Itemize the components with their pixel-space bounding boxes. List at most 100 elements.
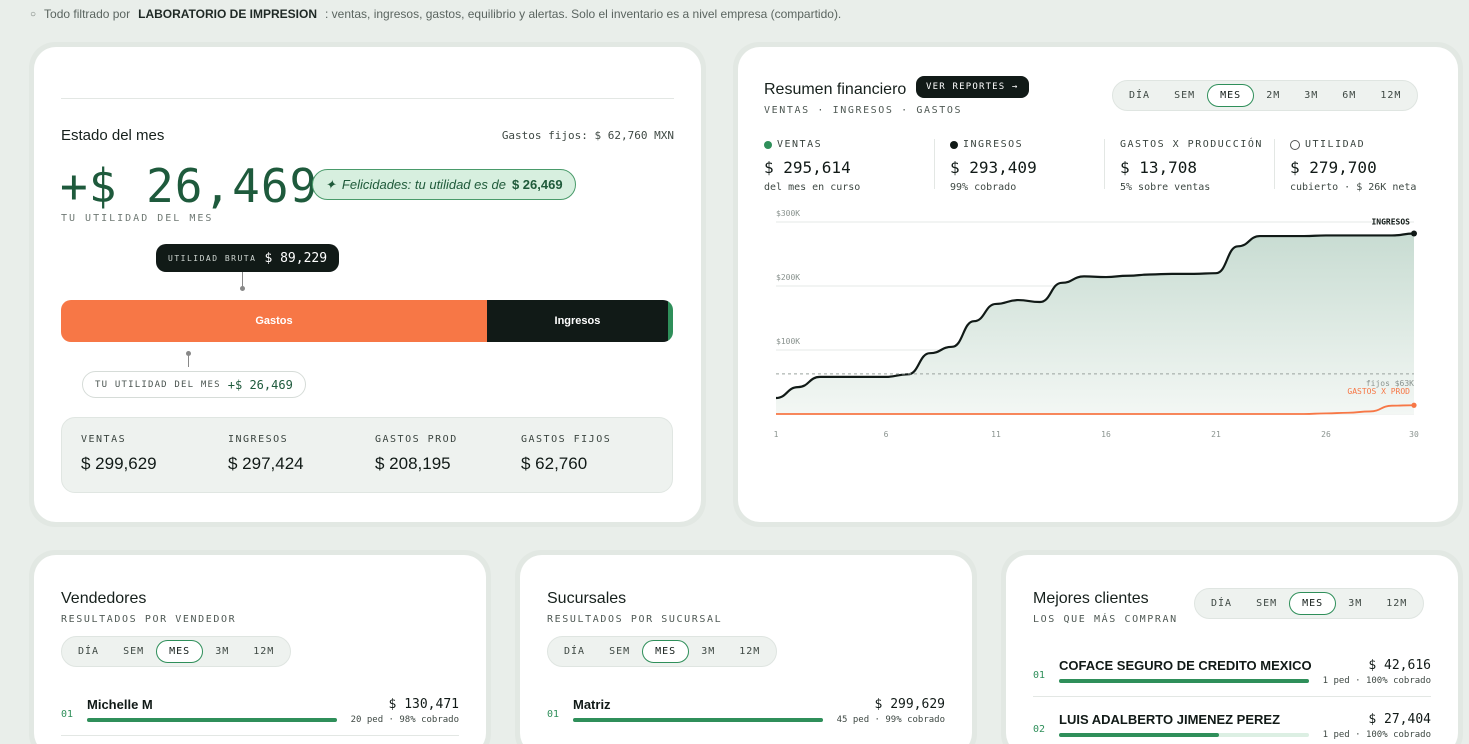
- kpi-sub: cubierto · $ 26K neta: [1290, 182, 1417, 193]
- divider: [61, 98, 674, 99]
- period-option-sem[interactable]: SEM: [123, 646, 145, 657]
- list-item[interactable]: 02 LUIS ADALBERTO JIMENEZ PEREZ $ 27,404…: [1033, 712, 1431, 742]
- period-option-día[interactable]: DÍA: [1211, 598, 1233, 609]
- period-selector: DÍA SEM MES 3M 12M: [547, 636, 778, 667]
- row-rank: 01: [547, 709, 560, 720]
- stat-label: GASTOS FIJOS: [521, 434, 612, 445]
- kpi-sub: del mes en curso: [764, 182, 861, 193]
- stat-label: GASTOS PROD: [375, 434, 458, 445]
- dark-dot-icon: [950, 140, 958, 149]
- period-option-12m[interactable]: 12M: [739, 646, 761, 657]
- estado-title: Estado del mes: [61, 127, 165, 144]
- kpi-ventas: VENTAS $ 295,614 del mes en curso: [764, 139, 860, 193]
- clientes-title: Mejores clientes: [1033, 590, 1149, 607]
- marker-pin: [240, 272, 245, 291]
- sucursales-card-frame: Sucursales RESULTADOS POR SUCURSAL DÍA SE…: [515, 550, 977, 744]
- period-option-12m[interactable]: 12M: [1380, 90, 1402, 101]
- period-selector: DÍA SEM MES 2M 3M 6M 12M: [1112, 80, 1419, 111]
- period-option-mes[interactable]: MES: [642, 640, 690, 663]
- stat-value: $ 62,760: [521, 454, 588, 473]
- vendedores-subtitle: RESULTADOS POR VENDEDOR: [61, 614, 237, 625]
- period-option-3m[interactable]: 3M: [1348, 598, 1363, 609]
- period-option-sem[interactable]: SEM: [1174, 90, 1196, 101]
- divider: [1274, 139, 1275, 189]
- green-dot-icon: [764, 140, 772, 149]
- row-meta: 1 ped · 100% cobrado: [1322, 730, 1431, 740]
- period-option-2m[interactable]: 2M: [1266, 90, 1281, 101]
- vendedores-card-frame: Vendedores RESULTADOS POR VENDEDOR DÍA SE…: [29, 550, 491, 744]
- progress-fill: [87, 718, 337, 722]
- period-option-3m[interactable]: 3M: [215, 646, 230, 657]
- sucursales-card: Sucursales RESULTADOS POR SUCURSAL DÍA SE…: [520, 555, 972, 744]
- row-rank: 01: [61, 709, 74, 720]
- period-option-día[interactable]: DÍA: [78, 646, 100, 657]
- fixed-costs-label: Gastos fijos: $ 62,760 MXN: [501, 129, 674, 142]
- period-option-12m[interactable]: 12M: [1386, 598, 1408, 609]
- expense-income-bar: Gastos Ingresos: [61, 300, 673, 342]
- kpi-gastos-produccion: GASTOS X PRODUCCIÓN $ 13,708 5% sobre ve…: [1120, 139, 1263, 193]
- kpi-label: INGRESOS: [963, 139, 1024, 150]
- stat-ventas: VENTAS $ 299,629: [81, 434, 157, 474]
- ver-reportes-button[interactable]: VER REPORTES →: [916, 76, 1029, 98]
- period-option-sem[interactable]: SEM: [1256, 598, 1278, 609]
- x-tick-label: 26: [1321, 430, 1331, 439]
- period-selector: DÍA SEM MES 3M 12M: [61, 636, 292, 667]
- net-profit-value: +$ 26,469: [227, 377, 293, 392]
- divider: [1033, 696, 1431, 697]
- net-profit-tag: TU UTILIDAD DEL MES +$ 26,469: [82, 371, 306, 398]
- x-tick-label: 1: [774, 430, 779, 439]
- period-option-mes[interactable]: MES: [1289, 592, 1337, 615]
- period-option-3m[interactable]: 3M: [1304, 90, 1319, 101]
- period-option-día[interactable]: DÍA: [564, 646, 586, 657]
- clientes-card: Mejores clientes LOS QUE MÁS COMPRAN DÍA…: [1006, 555, 1458, 744]
- estado-card: Estado del mes Gastos fijos: $ 62,760 MX…: [34, 47, 701, 522]
- period-option-3m[interactable]: 3M: [701, 646, 716, 657]
- period-option-día[interactable]: DÍA: [1129, 90, 1151, 101]
- list-item[interactable]: 01 COFACE SEGURO DE CREDITO MEXICO $ 42,…: [1033, 658, 1431, 688]
- divider: [934, 139, 935, 189]
- bar-gastos-segment[interactable]: Gastos: [61, 300, 487, 342]
- period-option-sem[interactable]: SEM: [609, 646, 631, 657]
- filter-entity: LABORATORIO DE IMPRESION: [138, 7, 318, 21]
- resumen-card: Resumen financiero VER REPORTES → VENTAS…: [738, 47, 1458, 522]
- ingresos-line: [775, 232, 1415, 400]
- gross-profit-label: UTILIDAD BRUTA: [168, 253, 257, 263]
- resumen-title: Resumen financiero: [764, 81, 907, 98]
- kpi-sub: 5% sobre ventas: [1120, 182, 1211, 193]
- congrats-badge: ✦ Felicidades: tu utilidad es de $ 26,46…: [312, 169, 576, 200]
- x-tick-label: 21: [1211, 430, 1221, 439]
- filter-note: ○ Todo filtrado por LABORATORIO DE IMPRE…: [30, 7, 841, 21]
- financial-area-chart: $0K$100K$200K$300K161116212630INGRESOSfi…: [774, 209, 1419, 439]
- period-option-6m[interactable]: 6M: [1342, 90, 1357, 101]
- list-item[interactable]: 01 Matriz $ 299,629 45 ped · 99% cobrado: [547, 697, 945, 727]
- row-rank: 01: [1033, 670, 1046, 681]
- row-rank: 02: [1033, 724, 1046, 735]
- kpi-value: $ 295,614: [764, 158, 851, 177]
- row-meta: 1 ped · 100% cobrado: [1322, 676, 1431, 686]
- resumen-subtitle: VENTAS · INGRESOS · GASTOS: [764, 105, 963, 116]
- stat-value: $ 297,424: [228, 454, 304, 473]
- row-meta: 45 ped · 99% cobrado: [836, 715, 945, 725]
- ingresos-area: [776, 233, 1414, 414]
- stat-label: INGRESOS: [228, 434, 289, 445]
- list-item[interactable]: 01 Michelle M $ 130,471 20 ped · 98% cob…: [61, 697, 459, 727]
- kpi-sub: 99% cobrado: [950, 182, 1017, 193]
- estado-card-frame: Estado del mes Gastos fijos: $ 62,760 MX…: [29, 42, 706, 527]
- row-amount: $ 27,404: [1368, 712, 1431, 727]
- filter-note-prefix: Todo filtrado por: [44, 7, 131, 21]
- vendedores-title: Vendedores: [61, 590, 147, 607]
- x-tick-label: 30: [1409, 430, 1419, 439]
- stat-label: VENTAS: [81, 434, 127, 445]
- kpi-label: GASTOS X PRODUCCIÓN: [1120, 139, 1263, 150]
- period-option-mes[interactable]: MES: [156, 640, 204, 663]
- y-tick-label: $100K: [776, 337, 800, 346]
- clientes-subtitle: LOS QUE MÁS COMPRAN: [1033, 614, 1178, 625]
- period-option-mes[interactable]: MES: [1207, 84, 1255, 107]
- row-name: COFACE SEGURO DE CREDITO MEXICO: [1059, 658, 1312, 673]
- x-tick-label: 11: [991, 430, 1001, 439]
- period-option-12m[interactable]: 12M: [253, 646, 275, 657]
- series-label: INGRESOS: [1371, 218, 1410, 227]
- bar-ingresos-segment[interactable]: Ingresos: [486, 300, 668, 342]
- bar-profit-segment: [668, 300, 673, 342]
- x-tick-label: 16: [1101, 430, 1111, 439]
